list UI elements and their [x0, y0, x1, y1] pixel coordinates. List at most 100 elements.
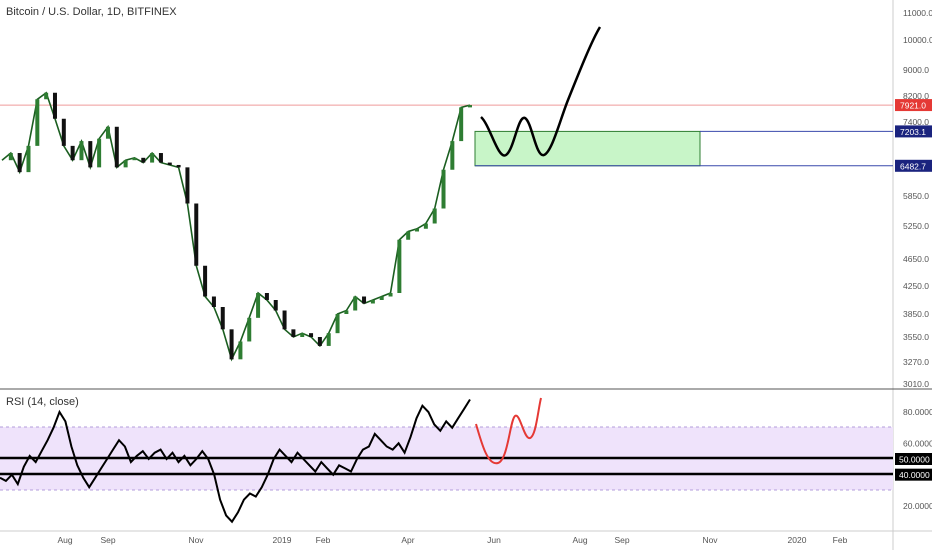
rsi-line [0, 398, 471, 524]
rsi-title: RSI (14, close) [6, 396, 79, 408]
projection-path [480, 26, 602, 157]
price-candle [44, 92, 49, 100]
price-candle [220, 307, 225, 330]
price-candle [61, 118, 66, 146]
price-candle [79, 141, 84, 161]
price-tag-label: 6482.7 [900, 161, 926, 171]
price-candle [35, 99, 40, 146]
rsi-projection-path [475, 397, 542, 465]
price-tick-label: 3270.0 [903, 357, 929, 367]
price-candle [141, 157, 146, 163]
price-tick-label: 3850.0 [903, 309, 929, 319]
price-candle [291, 329, 296, 337]
price-candle [406, 231, 411, 240]
price-candle [17, 153, 22, 173]
price-candle [114, 126, 119, 168]
price-candle [273, 300, 278, 311]
time-tick-label: Sep [614, 535, 629, 545]
support-zone [474, 130, 701, 167]
price-tag-label: 7921.0 [900, 101, 926, 111]
price-candle [450, 141, 455, 170]
price-tick-label: 11000.0 [903, 8, 932, 18]
price-candle [123, 160, 128, 168]
price-candle [97, 138, 102, 168]
rsi-level-tag-box [895, 453, 932, 465]
price-pane [0, 0, 893, 389]
rsi-tick-label: 60.0000 [903, 438, 932, 448]
price-candle [167, 162, 172, 165]
price-candle [468, 105, 472, 108]
price-candle [150, 153, 155, 163]
price-candle [176, 164, 181, 168]
rsi-tags: 50.0000 40.0000 [895, 453, 932, 481]
price-candle [309, 333, 314, 337]
price-candle [52, 92, 57, 119]
rsi-tick-label: 20.0000 [903, 501, 932, 511]
price-candle [317, 337, 322, 346]
price-candle [88, 141, 93, 168]
price-tick-label: 5250.0 [903, 221, 929, 231]
time-tick-label: Sep [100, 535, 115, 545]
time-tick-label: Feb [316, 535, 331, 545]
price-candle [247, 317, 252, 342]
price-candle [256, 293, 261, 318]
price-tick-label: 9000.0 [903, 65, 929, 75]
price-tick-label: 3550.0 [903, 332, 929, 342]
price-candle [335, 314, 340, 334]
price-tick-label: 4650.0 [903, 254, 929, 264]
price-tick-label: 7400.0 [903, 117, 929, 127]
rsi-axis: 80.0000 60.0000 20.0000 [903, 407, 932, 511]
price-tick-label: 4250.0 [903, 281, 929, 291]
time-tick-label: 2020 [788, 535, 807, 545]
price-candle [370, 300, 375, 304]
price-candle [362, 296, 367, 304]
time-axis: Aug Sep Nov 2019 Feb Apr Jun Aug Sep Nov 2020 Feb [57, 535, 847, 545]
price-candle [8, 153, 13, 161]
price-candle [300, 333, 305, 337]
price-candle [229, 329, 234, 360]
price-tag-box [895, 99, 932, 112]
rsi-tick-label: 80.0000 [903, 407, 932, 417]
price-candle [26, 145, 31, 173]
price-series [1, 91, 472, 362]
price-candle [238, 341, 243, 360]
price-tag-label: 7203.1 [900, 127, 926, 137]
rsi-level-tag-box [895, 468, 932, 481]
time-tick-label: Nov [188, 535, 204, 545]
price-tick-label: 10000.0 [903, 35, 932, 45]
time-tick-label: Aug [57, 535, 72, 545]
time-tick-label: Feb [833, 535, 848, 545]
rsi-level-tag-label: 50.0000 [899, 455, 930, 465]
price-tag-box [895, 125, 932, 138]
price-candle [105, 126, 110, 139]
price-tick-label: 5850.0 [903, 191, 929, 201]
price-candle [459, 107, 464, 142]
price-candle [264, 293, 269, 300]
rsi-series [0, 398, 471, 524]
price-candle [441, 169, 446, 209]
price-candle [203, 265, 208, 297]
price-candle [415, 228, 420, 232]
chart-title: Bitcoin / U.S. Dollar, 1D, BITFINEX [6, 6, 177, 18]
time-tick-label: Nov [702, 535, 718, 545]
price-tag-box [895, 159, 932, 172]
time-tick-label: Jun [487, 535, 501, 545]
price-candle [185, 167, 190, 204]
time-tick-label: Aug [572, 535, 587, 545]
price-candle [388, 293, 393, 297]
price-tags: 7921.0 7203.1 6482.7 [895, 99, 932, 172]
time-tick-label: Apr [401, 535, 414, 545]
rsi-level-tag-label: 40.0000 [899, 470, 930, 480]
price-candle [379, 296, 384, 300]
price-candle [132, 157, 137, 161]
price-candle [194, 203, 199, 266]
price-candle [70, 145, 75, 161]
price-candle [211, 296, 216, 307]
price-candle [344, 310, 349, 314]
price-candle [353, 296, 358, 311]
time-tick-label: 2019 [273, 535, 292, 545]
price-axis: 11000.0 10000.0 9000.0 8200.0 7400.0 5850.0 52… [903, 8, 932, 389]
price-candle [432, 208, 437, 224]
price-candle [282, 310, 287, 330]
